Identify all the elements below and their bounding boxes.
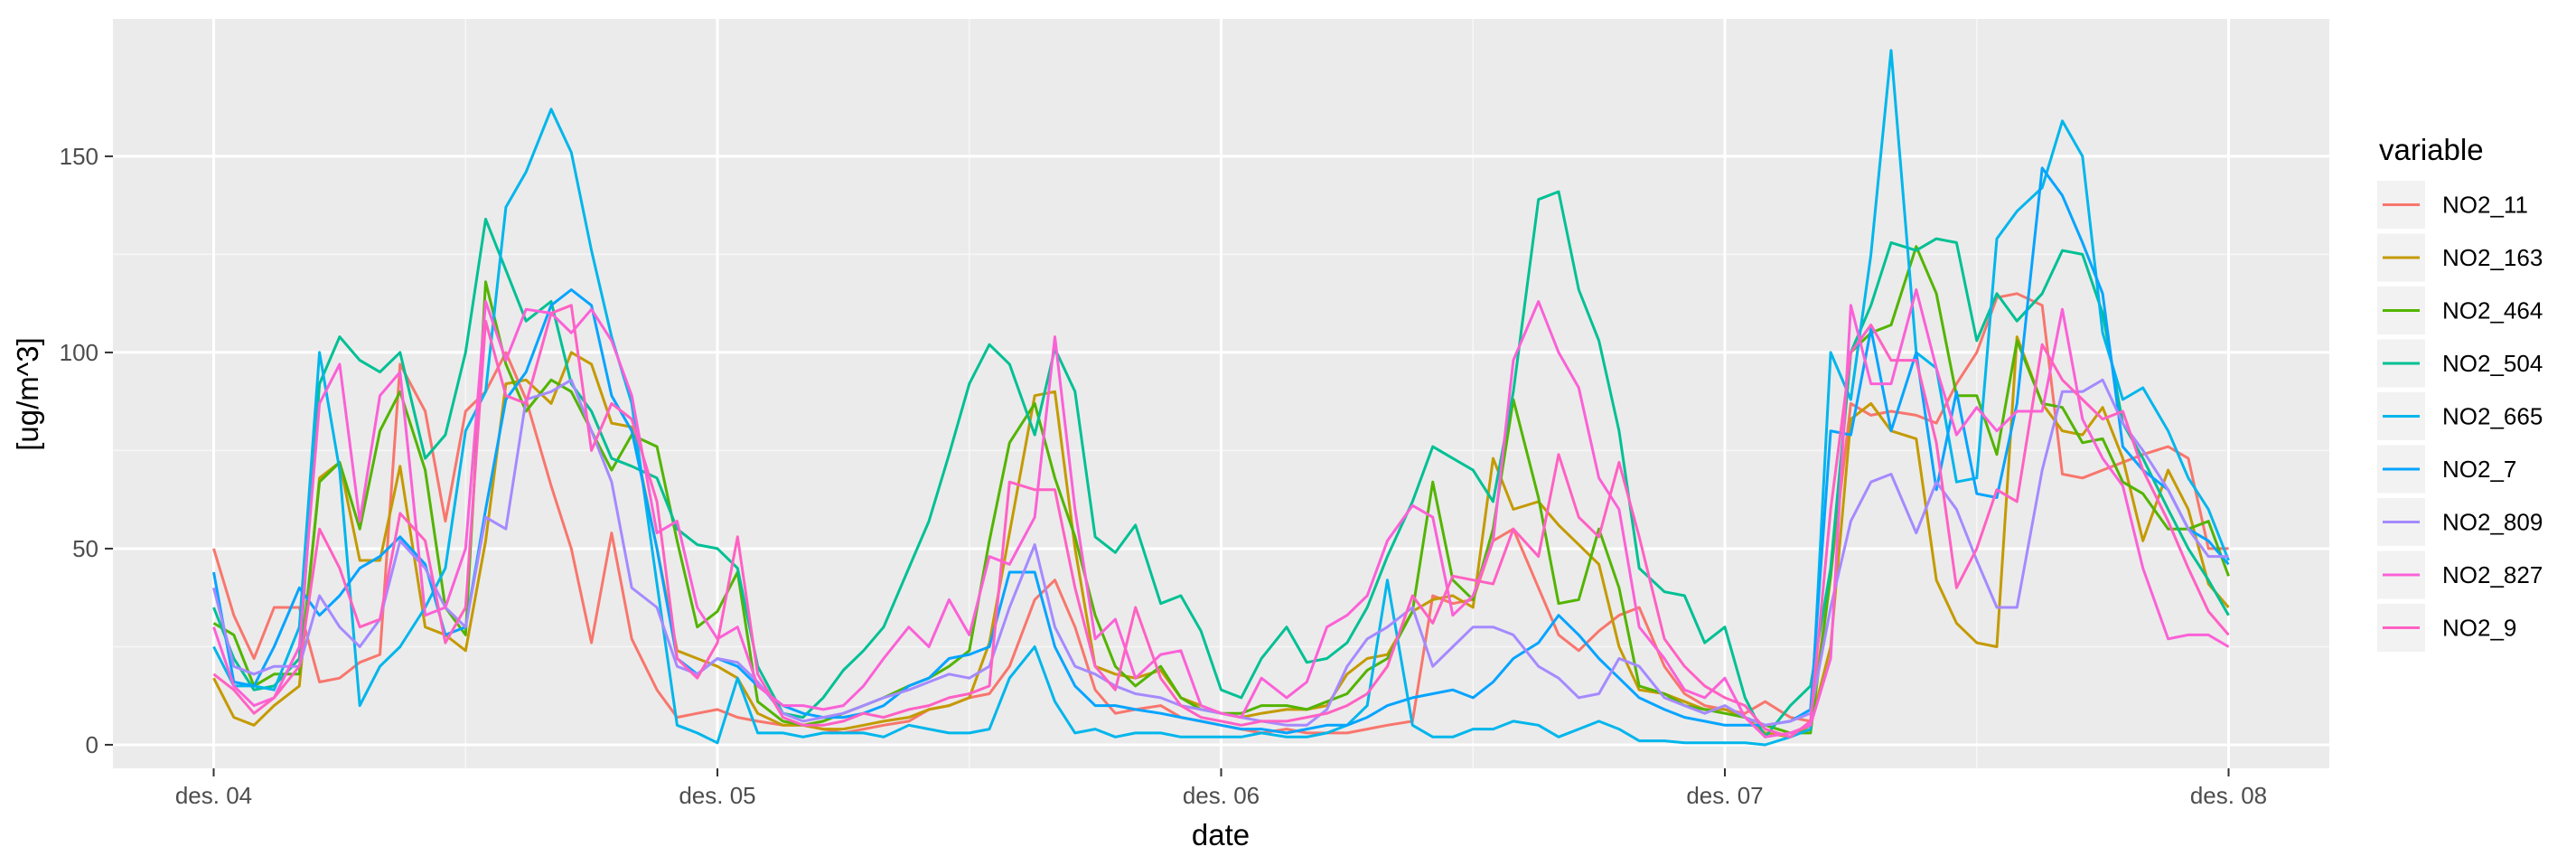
x-tick-label: des. 07 bbox=[1686, 782, 1763, 809]
legend-item-no2-163: NO2_163 bbox=[2377, 233, 2543, 282]
x-tick-label: des. 05 bbox=[679, 782, 755, 809]
x-axis-title: date bbox=[1192, 818, 1250, 851]
x-tick-label: des. 04 bbox=[175, 782, 252, 809]
legend-label: NO2_464 bbox=[2442, 297, 2543, 325]
legend-label: NO2_504 bbox=[2442, 350, 2543, 377]
x-axis: des. 04 des. 05 des. 06 des. 07 des. 08 bbox=[175, 768, 2267, 809]
legend-label: NO2_7 bbox=[2442, 456, 2516, 483]
major-gridlines bbox=[113, 19, 2329, 768]
series-line-no2-665 bbox=[212, 49, 2230, 747]
legend-label: NO2_665 bbox=[2442, 403, 2543, 430]
series-lines bbox=[212, 49, 2230, 747]
legend-item-no2-7: NO2_7 bbox=[2377, 445, 2516, 494]
series-line-no2-9 bbox=[212, 304, 2230, 738]
legend-label: NO2_809 bbox=[2442, 509, 2543, 536]
y-tick-label: 150 bbox=[60, 143, 98, 170]
x-tick-label: des. 06 bbox=[1183, 782, 1260, 809]
legend-label: NO2_9 bbox=[2442, 615, 2516, 642]
legend-item-no2-809: NO2_809 bbox=[2377, 498, 2543, 546]
x-tick-label: des. 08 bbox=[2190, 782, 2267, 809]
legend-label: NO2_11 bbox=[2442, 192, 2528, 219]
y-axis-title: [ug/m^3] bbox=[11, 337, 44, 451]
series-line-no2-504 bbox=[212, 190, 2230, 738]
legend-label: NO2_827 bbox=[2442, 561, 2543, 588]
legend-item-no2-464: NO2_464 bbox=[2377, 287, 2543, 334]
y-axis: 0 50 100 150 bbox=[60, 143, 113, 758]
legend-item-no2-827: NO2_827 bbox=[2377, 550, 2543, 599]
legend-item-no2-11: NO2_11 bbox=[2377, 181, 2528, 229]
legend: variable NO2_11 NO2_163 NO2_464 NO2_504 NO2_… bbox=[2377, 133, 2543, 652]
y-tick-label: 0 bbox=[86, 731, 98, 758]
y-tick-label: 50 bbox=[72, 535, 98, 562]
legend-label: NO2_163 bbox=[2442, 244, 2543, 271]
series-line-no2-7 bbox=[212, 166, 2230, 735]
y-tick-label: 100 bbox=[60, 339, 98, 366]
legend-title: variable bbox=[2379, 133, 2484, 166]
legend-item-no2-9: NO2_9 bbox=[2377, 604, 2516, 652]
legend-item-no2-504: NO2_504 bbox=[2377, 339, 2543, 388]
legend-item-no2-665: NO2_665 bbox=[2377, 392, 2543, 440]
